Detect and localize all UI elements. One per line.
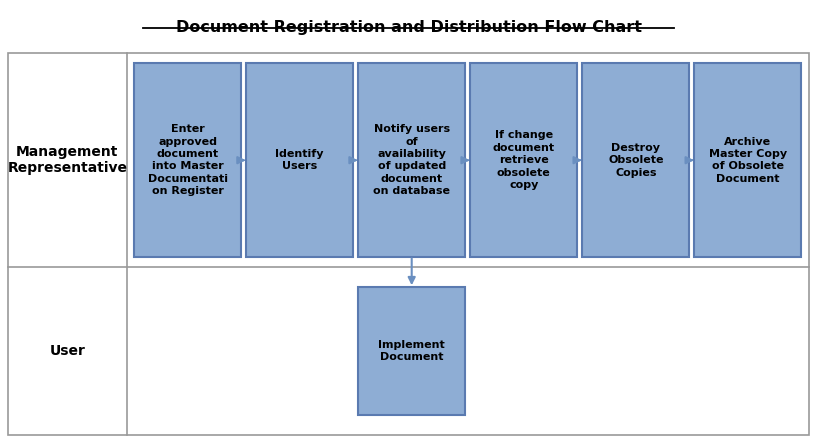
FancyBboxPatch shape	[246, 63, 353, 257]
FancyBboxPatch shape	[358, 63, 465, 257]
Text: Enter
approved
document
into Master
Documentati
on Register: Enter approved document into Master Docu…	[148, 124, 228, 196]
FancyBboxPatch shape	[134, 63, 241, 257]
Text: Management
Representative: Management Representative	[7, 145, 127, 175]
Text: Archive
Master Copy
of Obsolete
Document: Archive Master Copy of Obsolete Document	[709, 137, 787, 184]
Text: Document Registration and Distribution Flow Chart: Document Registration and Distribution F…	[176, 20, 641, 35]
FancyBboxPatch shape	[694, 63, 801, 257]
Text: Implement
Document: Implement Document	[378, 340, 445, 362]
Text: Destroy
Obsolete
Copies: Destroy Obsolete Copies	[608, 143, 663, 178]
Text: User: User	[50, 344, 85, 358]
FancyBboxPatch shape	[471, 63, 578, 257]
Text: Identify
Users: Identify Users	[275, 149, 324, 171]
FancyBboxPatch shape	[358, 287, 465, 416]
FancyBboxPatch shape	[583, 63, 690, 257]
Text: If change
document
retrieve
obsolete
copy: If change document retrieve obsolete cop…	[493, 131, 555, 190]
Text: Notify users
of
availability
of updated
document
on database: Notify users of availability of updated …	[373, 124, 450, 196]
